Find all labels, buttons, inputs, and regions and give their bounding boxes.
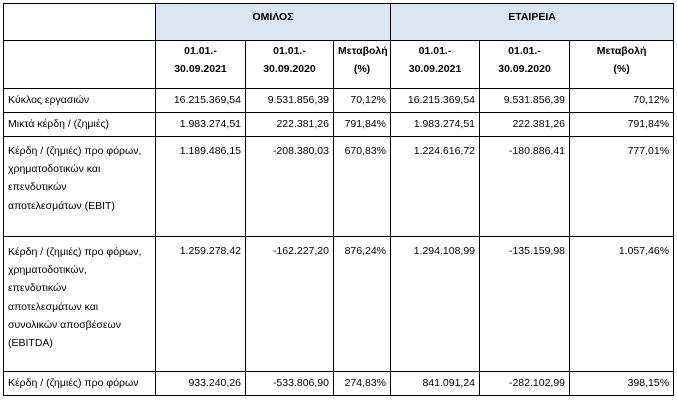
company-change-value: 398,15% <box>569 371 675 396</box>
row-label-line: χρηματοδοτικών, <box>8 264 87 277</box>
row-label-line: επενδυτικών <box>8 181 67 194</box>
period-end: 30.09.2021 <box>174 63 227 76</box>
corner-cell <box>3 3 156 41</box>
group-2021-value: 933.240,26 <box>155 371 246 396</box>
company-change-value: 777,01% <box>569 136 675 237</box>
table-row: Κέρδη / (ζημιές) προ φόρων, χρηματοδοτικ… <box>3 136 675 237</box>
header-company-change: Μεταβολή (%) <box>569 40 675 89</box>
group-2021-value: 16.215.369,54 <box>155 88 246 113</box>
period-end: 30.09.2020 <box>263 63 316 76</box>
header-group-change: Μεταβολή (%) <box>332 40 392 89</box>
period-start: 01.01.- <box>418 45 452 57</box>
table-row: Κύκλος εργασιών 16.215.369,54 9.531.856,… <box>3 88 675 113</box>
table-row: Μικτά κέρδη / (ζημιές) 1.983.274,51 222.… <box>3 112 675 137</box>
group-change-value: 876,24% <box>332 236 392 372</box>
row-label: Κέρδη / (ζημιές) προ φόρων, χρηματοδοτικ… <box>3 136 156 237</box>
table-row: Κέρδη / (ζημιές) προ φόρων, χρηματοδοτικ… <box>3 236 675 372</box>
company-2020-value: 9.531.856,39 <box>479 88 571 113</box>
row-label-line: χρηματοδοτικών και <box>8 163 101 176</box>
row-label-line: (EBITDA) <box>8 337 53 350</box>
company-2021-value: 1.294.108,99 <box>390 236 481 372</box>
header-company-2020: 01.01.- 30.09.2020 <box>479 40 571 89</box>
period-start: 01.01.- <box>508 45 541 57</box>
company-2020-value: -135.159,98 <box>479 236 571 372</box>
group-2021-value: 1.259.278,42 <box>155 236 246 372</box>
table-row: Κέρδη / (ζημιές) προ φόρων 933.240,26 -5… <box>3 371 675 396</box>
label-header-cell <box>3 40 156 89</box>
financial-results-table: ΟΜΙΛΟΣ ΕΤΑΙΡΕΙΑ 01.01.- 30.09.2021 01.01.… <box>3 3 675 396</box>
row-label-line: αποτελεσμάτων (EBIT) <box>8 199 115 212</box>
group-2021-value: 1.983.274,51 <box>155 112 246 137</box>
header-group-2020: 01.01.- 30.09.2020 <box>245 40 334 89</box>
group-2020-value: -208.380,03 <box>245 136 334 237</box>
row-label: Κέρδη / (ζημιές) προ φόρων, χρηματοδοτικ… <box>3 236 156 372</box>
period-start: 01.01.- <box>273 45 306 57</box>
group-2020-value: -162.227,20 <box>245 236 334 372</box>
group-2020-value: 9.531.856,39 <box>245 88 334 113</box>
change-unit: (%) <box>613 63 630 76</box>
row-label-line: συνολικών αποσβέσεων <box>8 318 121 331</box>
group-change-value: 791,84% <box>332 112 392 137</box>
column-header-row: 01.01.- 30.09.2021 01.01.- 30.09.2020 Μετα… <box>3 40 675 89</box>
company-change-value: 1.057,46% <box>569 236 675 372</box>
company-2021-value: 16.215.369,54 <box>390 88 481 113</box>
row-label-line: αποτελεσμάτων και <box>8 300 99 313</box>
company-change-value: 70,12% <box>569 88 675 113</box>
group-2020-value: 222.381,26 <box>245 112 334 137</box>
company-change-value: 791,84% <box>569 112 675 137</box>
company-2021-value: 1.983.274,51 <box>390 112 481 137</box>
group-2021-value: 1.189.486,15 <box>155 136 246 237</box>
period-end: 30.09.2020 <box>498 63 551 76</box>
change-label: Μεταβολή <box>338 45 388 57</box>
company-2020-value: -180.886,41 <box>479 136 571 237</box>
row-label-line: Κέρδη / (ζημιές) προ φόρων, <box>8 246 142 258</box>
row-label-line: Κέρδη / (ζημιές) προ φόρων, <box>8 145 142 157</box>
company-2020-value: -282.102,99 <box>479 371 571 396</box>
period-end: 30.09.2021 <box>408 63 462 76</box>
change-label: Μεταβολή <box>596 45 647 57</box>
group-change-value: 274,83% <box>332 371 392 396</box>
company-2021-value: 1.224.616,72 <box>390 136 481 237</box>
company-2020-value: 222.381,26 <box>479 112 571 137</box>
group-header-omilos: ΟΜΙΛΟΣ <box>154 3 392 41</box>
change-unit: (%) <box>353 63 371 76</box>
row-label: Κέρδη / (ζημιές) προ φόρων <box>3 371 156 396</box>
period-start: 01.01.- <box>184 45 217 57</box>
group-change-value: 670,83% <box>332 136 392 237</box>
group-header-etaireia: ΕΤΑΙΡΕΙΑ <box>390 3 675 41</box>
header-company-2021: 01.01.- 30.09.2021 <box>390 40 481 89</box>
row-label: Κύκλος εργασιών <box>3 88 156 113</box>
group-change-value: 70,12% <box>332 88 392 113</box>
group-2020-value: -533.806,90 <box>245 371 334 396</box>
row-label: Μικτά κέρδη / (ζημιές) <box>3 112 156 137</box>
company-2021-value: 841.091,24 <box>390 371 481 396</box>
group-header-row: ΟΜΙΛΟΣ ΕΤΑΙΡΕΙΑ <box>3 3 675 41</box>
header-group-2021: 01.01.- 30.09.2021 <box>155 40 246 89</box>
row-label-line: επενδυτικών <box>8 282 67 295</box>
